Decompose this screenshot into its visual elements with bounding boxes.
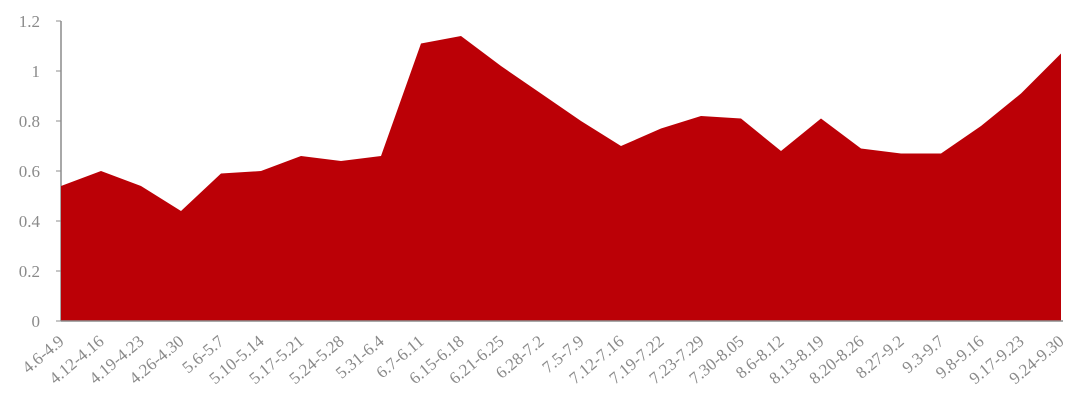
plot-area (61, 36, 1061, 321)
y-tick-label: 0 (32, 312, 41, 331)
y-tick-label: 0.2 (19, 262, 40, 281)
y-tick-label: 0.6 (19, 162, 40, 181)
y-tick-label: 0.4 (19, 212, 41, 231)
y-tick-label: 0.8 (19, 112, 40, 131)
y-axis: 0 0.2 0.4 0.6 0.8 1 1.2 (19, 12, 62, 331)
x-axis: 4.6-4.94.12-4.164.19-4.234.26-4.305.6-5.… (18, 320, 1068, 388)
area-series (61, 36, 1061, 321)
y-tick-label: 1.2 (19, 12, 40, 31)
y-tick-label: 1 (32, 62, 41, 81)
